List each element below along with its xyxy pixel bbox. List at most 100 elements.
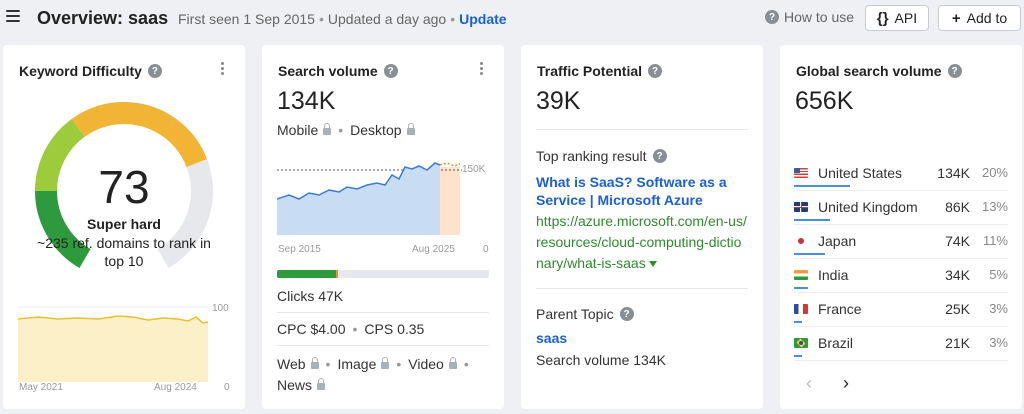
country-name: United States	[818, 165, 903, 181]
chevron-right-icon[interactable]: ›	[843, 373, 849, 393]
help-icon[interactable]: ?	[947, 64, 962, 78]
volume-line	[277, 162, 441, 200]
country-volume: 34K	[945, 267, 970, 283]
country-name: India	[818, 267, 849, 283]
cps-text: CPS 0.35	[364, 321, 425, 337]
kebab-icon[interactable]	[480, 62, 484, 77]
parent-topic-label-row: Parent Topic ?	[536, 306, 634, 322]
forecast-region	[440, 167, 460, 235]
card-title: Traffic Potential ?	[537, 63, 663, 79]
add-to-button[interactable]: + Add to	[938, 5, 1021, 31]
difficulty-label: Super hard	[87, 216, 161, 232]
caret-down-icon[interactable]	[648, 261, 657, 268]
country-volume: 25K	[945, 301, 970, 317]
menu-icon[interactable]	[6, 10, 20, 25]
country-volume: 74K	[945, 233, 970, 249]
parent-topic-link[interactable]: saas	[536, 330, 568, 346]
parent-topic-volume: Search volume 134K	[536, 352, 666, 368]
card-title: Search volume ?	[278, 63, 398, 79]
gauge-segment	[71, 102, 177, 138]
us-flag-icon	[794, 168, 808, 178]
country-volume: 86K	[945, 199, 970, 215]
device-row: Mobile • Desktop	[277, 122, 415, 138]
trend-max-label: 100	[212, 303, 229, 314]
top-bar: Overview: saas First seen 1 Sep 2015 • Upd…	[0, 0, 1024, 38]
clicks-organic-fill	[277, 270, 337, 278]
country-row[interactable]: France 25K 3%	[794, 299, 1008, 333]
country-percent: 3%	[989, 335, 1008, 350]
serp-features-row-2: News	[277, 377, 326, 393]
how-to-use-link[interactable]: ? How to use	[765, 9, 854, 25]
india-flag-icon	[794, 270, 808, 280]
api-button[interactable]: {} API	[865, 5, 929, 31]
difficulty-score: 73	[98, 161, 150, 213]
lock-icon	[323, 123, 332, 135]
help-icon[interactable]: ?	[648, 64, 663, 78]
desktop-label: Desktop	[350, 122, 402, 138]
chart-end-label: Aug 2025	[412, 244, 455, 255]
country-volume: 134K	[937, 165, 970, 181]
card-title: Global search volume ?	[796, 63, 962, 79]
global-volume-value: 656K	[795, 87, 854, 115]
trend-min-label: 0	[224, 382, 230, 393]
how-to-use-label: How to use	[784, 9, 855, 25]
divider	[277, 345, 489, 346]
search-volume-value: 134K	[277, 87, 336, 115]
country-share-bar	[794, 355, 803, 357]
gauge-segment	[163, 118, 208, 168]
update-link[interactable]: Update	[459, 11, 507, 27]
clicks-bar	[277, 270, 489, 278]
chart-start-label: Sep 2015	[278, 244, 321, 255]
country-row[interactable]: United Kingdom 86K 13%	[794, 197, 1008, 231]
volume-area	[277, 163, 440, 235]
country-name: France	[818, 301, 862, 317]
serp-features-row: Web • Image • Video •	[277, 356, 469, 372]
country-share-bar	[794, 185, 850, 187]
global-volume-title: Global search volume	[796, 63, 942, 79]
help-icon[interactable]: ?	[619, 307, 634, 321]
country-percent: 11%	[982, 233, 1008, 248]
top-result-url-link[interactable]: https://azure.microsoft.com/en-us/resour…	[536, 211, 748, 274]
traffic-potential-value: 39K	[536, 87, 581, 115]
japan-flag-icon	[794, 236, 808, 246]
help-icon[interactable]: ?	[652, 149, 667, 163]
kebab-icon[interactable]	[221, 62, 225, 77]
difficulty-description: ~235 ref. domains to rank in top 10	[37, 235, 211, 269]
help-icon[interactable]: ?	[147, 64, 162, 78]
lock-icon	[406, 123, 415, 135]
clicks-text: Clicks 47K	[277, 288, 344, 304]
lock-icon	[317, 378, 326, 390]
country-name: United Kingdom	[818, 199, 918, 215]
country-percent: 13%	[981, 199, 1008, 214]
search-volume-card: Search volume ? 134K Mobile • Desktop 15…	[262, 45, 504, 409]
country-percent: 3%	[989, 301, 1008, 316]
global-search-volume-card: Global search volume ? 656K United State…	[780, 45, 1022, 409]
plus-icon: +	[951, 9, 961, 27]
country-volume: 21K	[945, 335, 970, 351]
country-row[interactable]: Japan 74K 11%	[794, 231, 1008, 265]
page-meta: First seen 1 Sep 2015 • Updated a day ago •…	[178, 11, 507, 27]
brazil-flag-icon	[794, 338, 808, 348]
lock-icon	[310, 357, 319, 369]
country-row[interactable]: United States 134K 20%	[794, 163, 1008, 197]
card-title: Keyword Difficulty ?	[19, 63, 162, 79]
api-label: API	[894, 10, 918, 26]
france-flag-icon	[794, 304, 808, 314]
top-ranking-label: Top ranking result	[536, 148, 647, 164]
country-share-bar	[794, 287, 808, 289]
traffic-potential-title: Traffic Potential	[537, 63, 643, 79]
gauge-segment	[35, 118, 86, 192]
web-label: Web	[277, 356, 306, 372]
divider	[277, 312, 489, 313]
top-ranking-label-row: Top ranking result ?	[536, 148, 667, 164]
divider	[536, 129, 748, 130]
help-icon[interactable]: ?	[383, 64, 398, 78]
first-seen: First seen 1 Sep 2015	[178, 11, 315, 27]
trend-start-label: May 2021	[19, 382, 63, 393]
country-share-bar	[794, 219, 831, 221]
top-result-title-link[interactable]: What is SaaS? Software as a Service | Mi…	[536, 174, 727, 208]
country-row[interactable]: Brazil 21K 3%	[794, 333, 1008, 367]
page-title: Overview: saas	[37, 8, 169, 28]
country-row[interactable]: India 34K 5%	[794, 265, 1008, 299]
chevron-left-icon[interactable]: ‹	[806, 373, 812, 393]
